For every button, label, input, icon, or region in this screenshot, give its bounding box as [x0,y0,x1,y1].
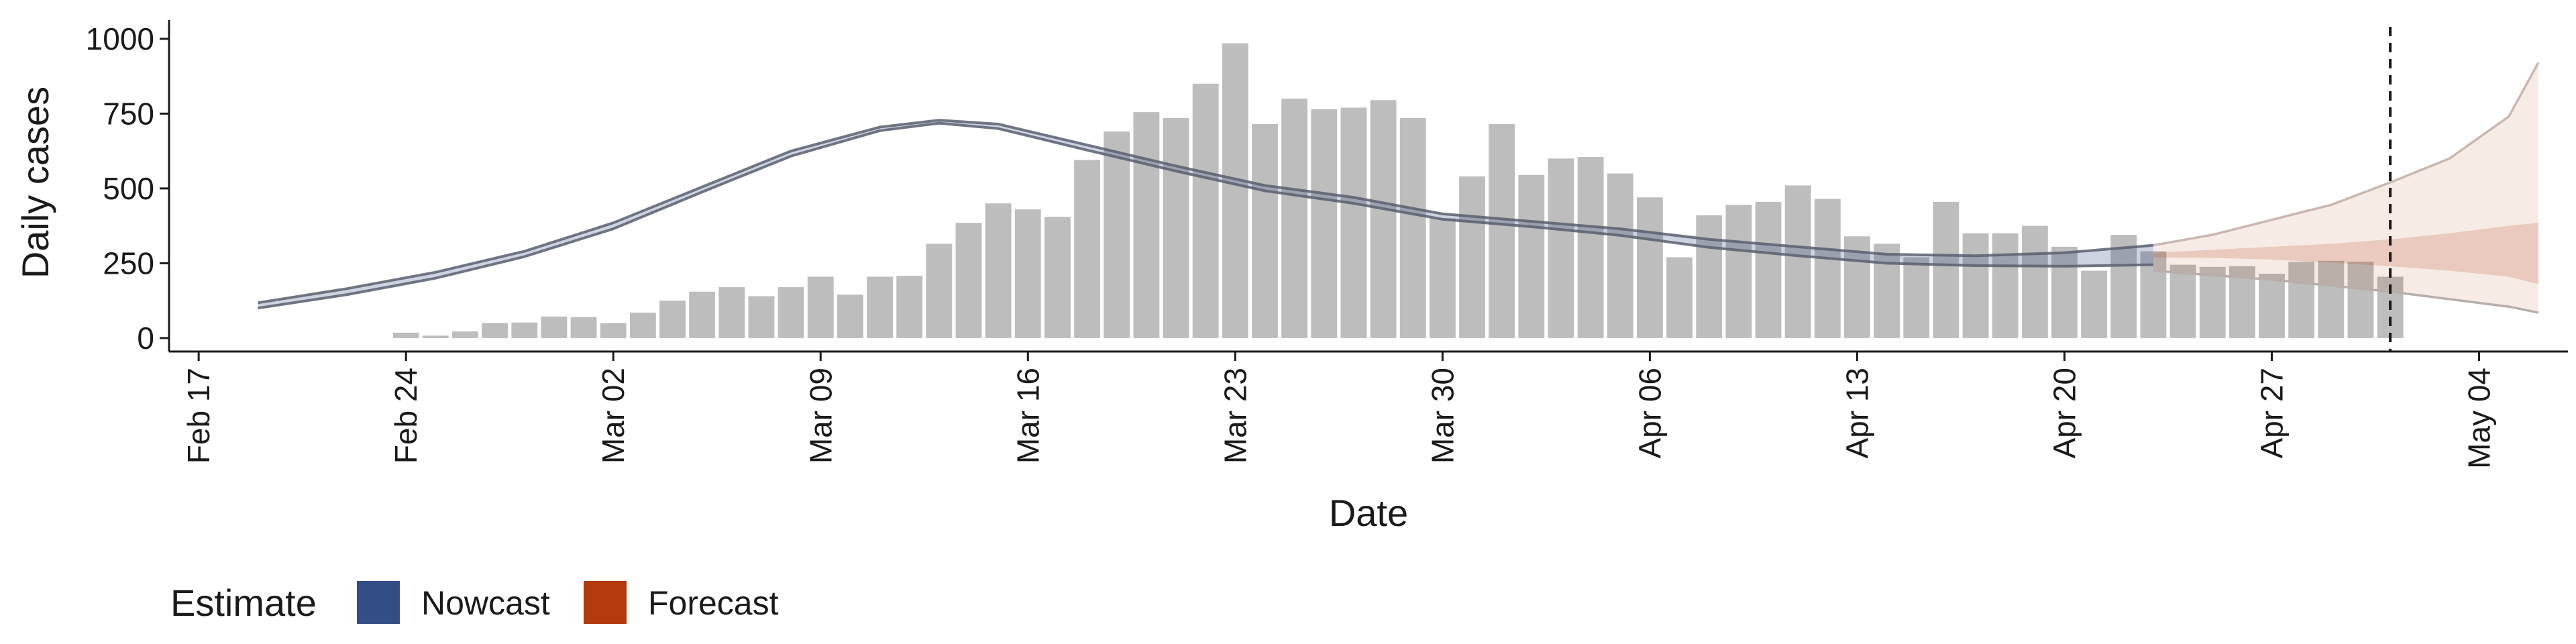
bar-2020-03-28 [1370,100,1397,338]
bar-2020-03-16 [1014,209,1041,338]
bar-2020-02-28 [511,322,538,338]
bar-2020-02-27 [482,323,508,338]
bar-2020-03-12 [896,276,923,338]
bar-2020-03-05 [689,291,716,338]
y-tick-label-750: 750 [103,96,154,131]
bar-2020-04-06 [1636,197,1663,338]
y-tick-label-1000: 1000 [86,21,154,56]
x-tick-label-2020-04-27: Apr 27 [2255,368,2290,459]
bar-2020-04-08 [1696,215,1723,338]
legend: Estimate Nowcast Forecast [170,581,779,624]
bar-2020-04-30 [2347,262,2374,338]
bar-2020-03-14 [955,223,982,338]
legend-label-nowcast: Nowcast [421,584,550,622]
x-tick-label-2020-04-06: Apr 06 [1632,368,1667,459]
legend-title: Estimate [170,582,317,624]
bar-2020-03-02 [600,323,627,338]
bar-2020-03-24 [1252,123,1278,338]
x-tick-label-2020-04-13: Apr 13 [1839,368,1874,459]
x-tick-label-2020-03-16: Mar 16 [1010,368,1045,464]
bar-2020-03-08 [777,287,804,338]
bar-2020-03-21 [1163,118,1189,338]
x-tick-label-2020-04-20: Apr 20 [2047,368,2082,459]
bar-2020-03-09 [807,276,834,338]
nowcast-upper-line [258,119,2154,305]
bar-2020-04-29 [2318,260,2345,338]
bar-2020-04-16 [1933,201,1960,338]
bar-2020-04-15 [1903,257,1930,338]
bar-2020-04-12 [1814,199,1841,338]
bar-2020-03-07 [748,296,775,338]
bars-layer [392,43,2404,338]
bar-2020-04-21 [2081,270,2108,338]
bar-2020-02-24 [392,332,419,338]
bar-2020-04-20 [2051,246,2078,338]
bar-2020-03-01 [570,317,597,338]
bar-2020-03-31 [1459,176,1485,338]
estimate-bands-layer [258,62,2540,314]
bar-2020-03-17 [1044,217,1071,338]
forecast-inner-band [2153,223,2538,284]
bar-2020-04-07 [1666,257,1693,338]
bar-2020-04-22 [2110,235,2137,338]
x-tick-label-2020-03-23: Mar 23 [1218,368,1252,464]
bar-2020-03-06 [718,287,745,338]
axes-layer: 0 250 500 750 1000 Feb 17 Feb 24 Mar 02 Mar 09 Ma… [86,20,2568,469]
bar-2020-04-09 [1725,205,1752,338]
bar-2020-03-30 [1429,218,1456,338]
bar-2020-03-22 [1192,83,1219,338]
forecast-outer-band [2153,62,2538,313]
forecast-upper-line [2153,62,2540,247]
bar-2020-03-19 [1104,131,1130,338]
bar-2020-03-03 [629,313,656,338]
bar-2020-04-10 [1755,201,1782,338]
y-tick-label-250: 250 [103,246,154,280]
bar-2020-03-26 [1311,109,1338,338]
bar-2020-04-24 [2169,264,2196,338]
x-tick-label-2020-03-09: Mar 09 [803,368,838,464]
bar-2020-04-14 [1874,244,1900,338]
y-axis-title: Daily cases [14,87,56,278]
x-tick-label-2020-02-17: Feb 17 [181,368,216,464]
x-tick-label-2020-03-02: Mar 02 [596,368,631,464]
bar-2020-04-02 [1518,174,1545,338]
bar-2020-03-23 [1222,43,1248,338]
bar-2020-03-27 [1340,107,1367,338]
bar-2020-04-05 [1607,173,1633,338]
bar-2020-03-18 [1074,160,1101,338]
bar-2020-02-29 [541,316,568,338]
bar-2020-04-03 [1548,158,1574,338]
bar-2020-03-20 [1133,112,1160,338]
bar-2020-02-26 [452,331,478,338]
bar-2020-04-18 [1992,233,2019,338]
x-tick-label-2020-03-30: Mar 30 [1425,368,1460,464]
x-tick-label-2020-05-04: May 04 [2462,368,2497,469]
y-tick-label-0: 0 [137,321,154,356]
bar-2020-04-27 [2259,274,2285,338]
bar-2020-02-25 [422,335,449,338]
bar-2020-03-25 [1281,99,1308,338]
bar-2020-04-25 [2199,266,2226,338]
bar-2020-04-04 [1577,157,1604,338]
bar-2020-04-19 [2021,225,2048,338]
bar-2020-04-11 [1784,185,1811,338]
bar-2020-03-15 [985,203,1012,338]
bar-2020-03-11 [867,276,893,338]
bar-2020-03-29 [1399,118,1426,338]
bar-2020-03-10 [837,294,863,338]
x-axis-title: Date [1329,492,1408,534]
bar-2020-04-01 [1489,123,1515,338]
x-tick-label-2020-02-24: Feb 24 [388,368,423,464]
legend-label-forecast: Forecast [648,584,779,622]
bar-2020-04-28 [2288,262,2315,338]
forecast-lower-line [2153,269,2539,314]
legend-key-nowcast [357,581,400,624]
legend-key-forecast [584,581,627,624]
y-tick-label-500: 500 [103,171,154,206]
bar-2020-04-17 [1962,233,1989,338]
nowcast-lower-line [258,121,2153,310]
bar-2020-03-13 [926,244,953,338]
bar-2020-03-04 [659,301,686,338]
